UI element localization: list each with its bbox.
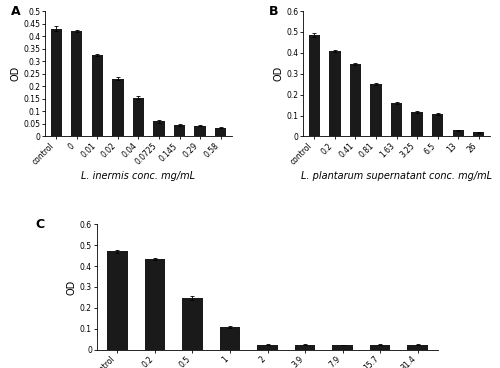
- Bar: [154, 121, 164, 137]
- Bar: [432, 114, 444, 137]
- Bar: [144, 259, 165, 350]
- Text: B: B: [270, 5, 279, 18]
- Bar: [133, 98, 144, 137]
- Bar: [112, 79, 124, 137]
- Bar: [92, 55, 103, 137]
- Text: A: A: [12, 5, 21, 18]
- Bar: [220, 327, 240, 350]
- Bar: [332, 345, 353, 350]
- Bar: [257, 345, 278, 350]
- Bar: [412, 112, 422, 137]
- X-axis label: L. inermis conc. mg/mL: L. inermis conc. mg/mL: [82, 171, 196, 181]
- Bar: [473, 132, 484, 137]
- Bar: [50, 29, 62, 137]
- Bar: [182, 298, 203, 350]
- Bar: [294, 345, 316, 350]
- Bar: [71, 31, 83, 137]
- Bar: [107, 251, 128, 350]
- Y-axis label: OD: OD: [10, 66, 20, 81]
- Bar: [194, 125, 206, 137]
- Bar: [215, 128, 226, 137]
- Bar: [370, 84, 382, 137]
- Bar: [391, 103, 402, 137]
- Y-axis label: OD: OD: [274, 66, 283, 81]
- Bar: [452, 130, 464, 137]
- Bar: [408, 345, 428, 350]
- Bar: [329, 51, 340, 137]
- Bar: [370, 345, 390, 350]
- Text: C: C: [36, 218, 44, 231]
- X-axis label: L. plantarum supernatant conc. mg/mL: L. plantarum supernatant conc. mg/mL: [301, 171, 492, 181]
- Bar: [350, 64, 361, 137]
- Bar: [308, 35, 320, 137]
- Y-axis label: OD: OD: [67, 279, 77, 294]
- Bar: [174, 125, 185, 137]
